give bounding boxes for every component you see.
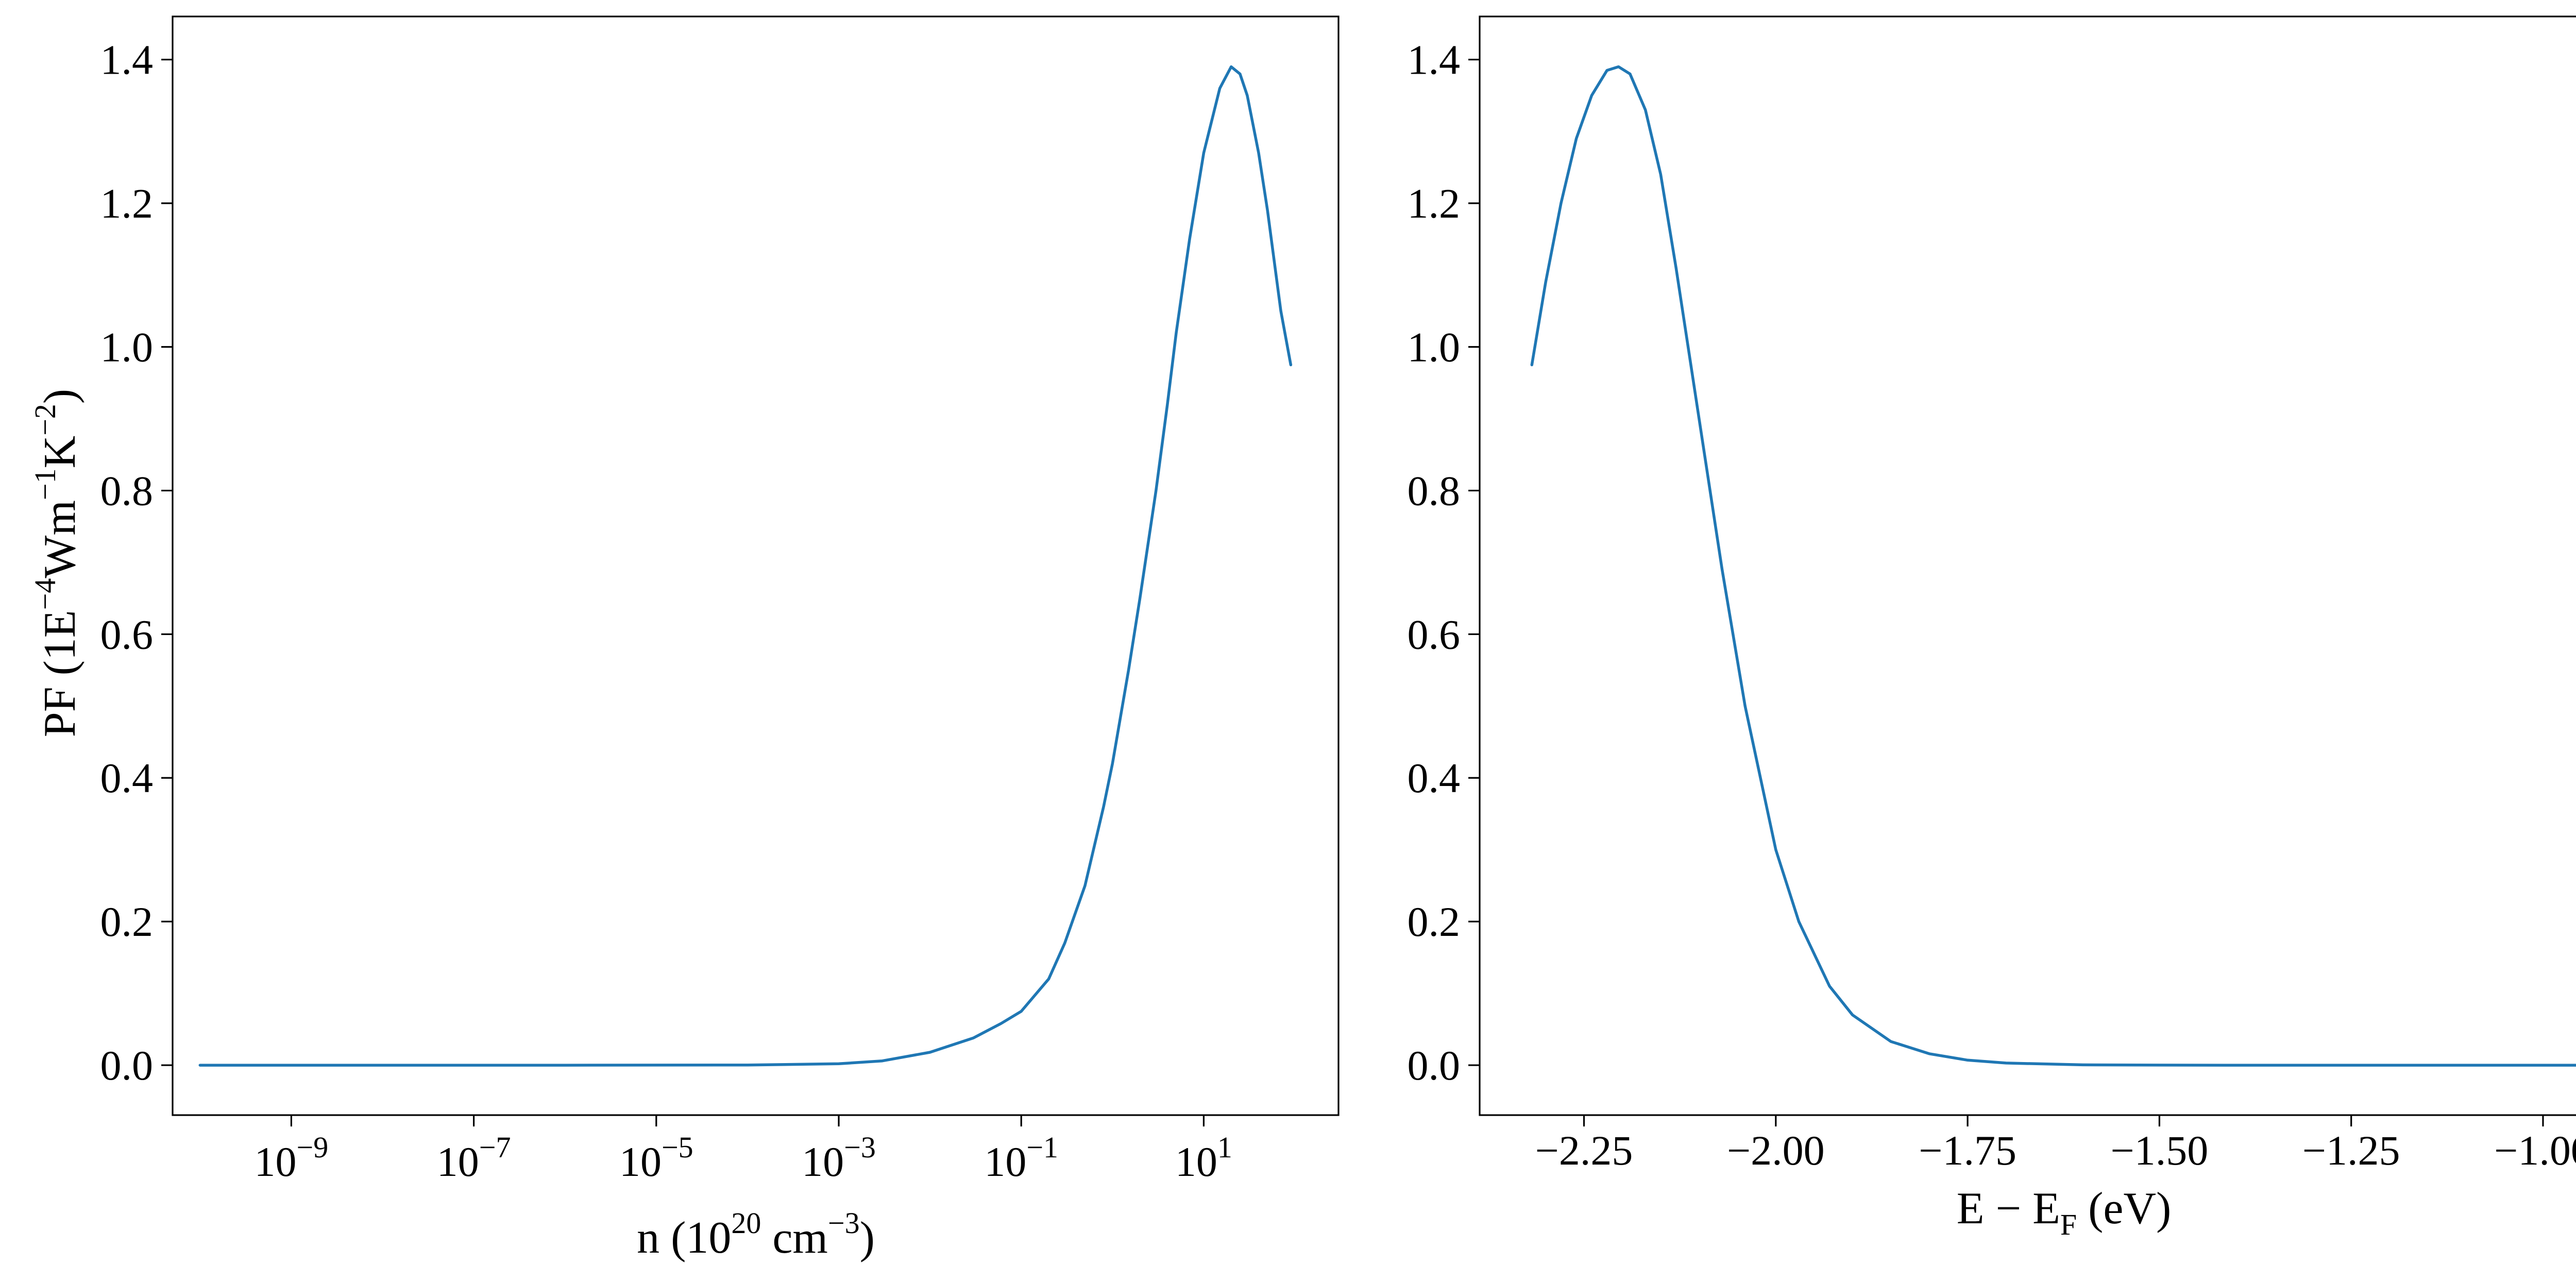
left-y-axis-label: PF (1E−4Wm−1K−2) (28, 389, 85, 738)
left-axes-frame (172, 15, 1340, 1116)
left-y-tick-label-4: 0.8 (100, 467, 154, 514)
right-plot-area (1479, 15, 2576, 1116)
left-plot-area (172, 15, 1340, 1116)
right-y-tick-label-7: 1.4 (1408, 37, 1461, 83)
right-y-tick-label-4: 0.8 (1408, 467, 1461, 514)
left-x-ticks: 10−9 10−7 10−5 10−3 10−1 101 (255, 1115, 1232, 1185)
right-y-tick-label-1: 0.2 (1408, 898, 1461, 945)
left-y-tick-label-7: 1.4 (100, 37, 154, 83)
left-y-tick-label-6: 1.2 (100, 180, 154, 227)
left-series-line-0 (198, 65, 1293, 1067)
right-axes-frame (1479, 15, 2576, 1116)
left-x-axis-label: n (1020 cm−3) (637, 1206, 875, 1263)
right-x-tick-label-3: −1.50 (2111, 1127, 2209, 1174)
right-x-ticks: −2.25 −2.00 −1.75 −1.50 −1.25 −1.00 (1535, 1115, 2576, 1174)
left-x-tick-label-0: 10−9 (255, 1131, 329, 1185)
right-y-tick-label-6: 1.2 (1408, 180, 1461, 227)
right-x-tick-label-2: −1.75 (1919, 1127, 2016, 1174)
right-chart-panel: −2.25 −2.00 −1.75 −1.50 −1.25 −1.00 0.0 0.2 0.4… (1408, 15, 2576, 1241)
right-x-tick-label-1: −2.00 (1727, 1127, 1825, 1174)
left-x-tick-label-2: 10−5 (619, 1131, 693, 1185)
right-y-tick-label-5: 1.0 (1408, 324, 1461, 371)
left-x-tick-label-4: 10−1 (984, 1131, 1058, 1185)
left-chart-panel: 10−9 10−7 10−5 10−3 10−1 101 0.0 0.2 0.4 0.6 0.8 1… (28, 15, 1340, 1263)
left-y-tick-label-3: 0.6 (100, 611, 154, 658)
right-y-tick-label-2: 0.4 (1408, 755, 1461, 801)
right-x-tick-label-5: −1.00 (2494, 1127, 2576, 1174)
left-x-tick-label-1: 10−7 (437, 1131, 511, 1185)
left-x-tick-label-5: 101 (1175, 1131, 1232, 1185)
right-x-axis-label: E − EF (eV) (1957, 1184, 2172, 1241)
right-y-tick-label-3: 0.6 (1408, 611, 1461, 658)
left-y-tick-label-0: 0.0 (100, 1042, 154, 1089)
left-y-ticks: 0.0 0.2 0.4 0.6 0.8 1.0 1.2 1.4 (100, 37, 173, 1089)
left-y-tick-label-5: 1.0 (100, 324, 154, 371)
left-x-tick-label-3: 10−3 (802, 1131, 876, 1185)
right-y-ticks: 0.0 0.2 0.4 0.6 0.8 1.0 1.2 1.4 (1408, 37, 1480, 1089)
left-y-tick-label-1: 0.2 (100, 898, 154, 945)
right-series-line-0 (1530, 65, 2576, 1067)
right-x-tick-label-4: −1.25 (2302, 1127, 2400, 1174)
right-x-tick-label-0: −2.25 (1535, 1127, 1633, 1174)
left-y-tick-label-2: 0.4 (100, 755, 154, 801)
right-y-tick-label-0: 0.0 (1408, 1042, 1461, 1089)
